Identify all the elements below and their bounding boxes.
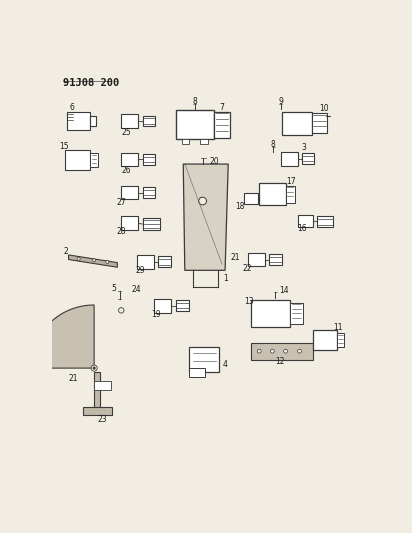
Bar [290, 303, 302, 324]
Bar [90, 154, 98, 167]
Text: 13: 13 [244, 297, 254, 305]
Bar [214, 112, 230, 138]
Text: 29: 29 [135, 266, 145, 275]
Circle shape [297, 349, 302, 353]
Bar [251, 343, 314, 360]
Bar [121, 216, 138, 230]
Bar [259, 183, 286, 205]
Text: 23: 23 [97, 415, 107, 424]
Bar [121, 185, 138, 199]
Bar [82, 407, 112, 415]
Text: 6: 6 [69, 103, 74, 112]
Text: 26: 26 [122, 166, 131, 175]
Bar [121, 152, 138, 166]
Bar [143, 218, 160, 230]
Polygon shape [30, 305, 94, 368]
Text: 17: 17 [286, 176, 296, 185]
Text: 1: 1 [223, 273, 228, 282]
Text: 27: 27 [117, 198, 126, 207]
Bar [190, 368, 205, 377]
Bar [143, 116, 155, 126]
Bar [200, 140, 208, 144]
Text: 9: 9 [279, 97, 283, 106]
Circle shape [119, 308, 124, 313]
Bar [269, 254, 282, 265]
Bar [312, 113, 328, 133]
Text: 21: 21 [230, 254, 240, 262]
Text: 22: 22 [242, 263, 252, 272]
Bar [281, 152, 298, 166]
Text: 10: 10 [319, 104, 328, 113]
Bar [137, 255, 154, 269]
Bar [121, 114, 138, 128]
Text: 8: 8 [192, 97, 197, 106]
Bar [314, 330, 337, 350]
Bar [143, 154, 155, 165]
Bar [143, 187, 155, 198]
Bar [94, 372, 101, 410]
Text: 21: 21 [68, 374, 78, 383]
Polygon shape [68, 255, 117, 267]
Bar [182, 140, 190, 144]
Bar [90, 116, 96, 126]
Bar [94, 381, 111, 391]
Circle shape [283, 349, 288, 353]
Text: 3: 3 [301, 143, 306, 151]
Text: 91J08 200: 91J08 200 [63, 78, 119, 88]
Polygon shape [183, 164, 228, 270]
Text: 18: 18 [235, 202, 245, 211]
Circle shape [257, 349, 261, 353]
Text: 12: 12 [275, 357, 285, 366]
Text: 20: 20 [209, 157, 219, 166]
Bar [176, 301, 190, 311]
Text: 5: 5 [111, 284, 116, 293]
Text: 15: 15 [59, 142, 69, 151]
Bar [298, 215, 314, 227]
Text: 14: 14 [279, 286, 289, 295]
Text: 2: 2 [63, 247, 68, 255]
Text: 11: 11 [333, 323, 342, 332]
Bar [66, 150, 90, 170]
Bar [154, 299, 171, 313]
Circle shape [106, 260, 109, 263]
Circle shape [270, 349, 274, 353]
Circle shape [199, 197, 206, 205]
Text: 16: 16 [297, 224, 307, 233]
Bar [248, 253, 265, 266]
Bar [286, 185, 295, 203]
Bar [302, 154, 314, 164]
Text: 28: 28 [117, 227, 126, 236]
Bar [244, 193, 258, 204]
Text: 8: 8 [271, 140, 276, 149]
Circle shape [93, 259, 96, 262]
Bar [176, 110, 214, 140]
Text: 19: 19 [151, 310, 161, 319]
Text: 24: 24 [132, 285, 142, 294]
Circle shape [77, 257, 80, 260]
Text: 7: 7 [220, 103, 225, 112]
Bar [67, 112, 90, 130]
Circle shape [91, 365, 97, 371]
Bar [337, 334, 344, 348]
Circle shape [93, 367, 95, 369]
Bar [159, 256, 171, 267]
Bar [283, 112, 312, 135]
Text: 25: 25 [122, 128, 131, 137]
Bar [251, 300, 290, 327]
Text: 4: 4 [222, 360, 227, 369]
Bar [190, 348, 219, 372]
Bar [317, 216, 333, 227]
